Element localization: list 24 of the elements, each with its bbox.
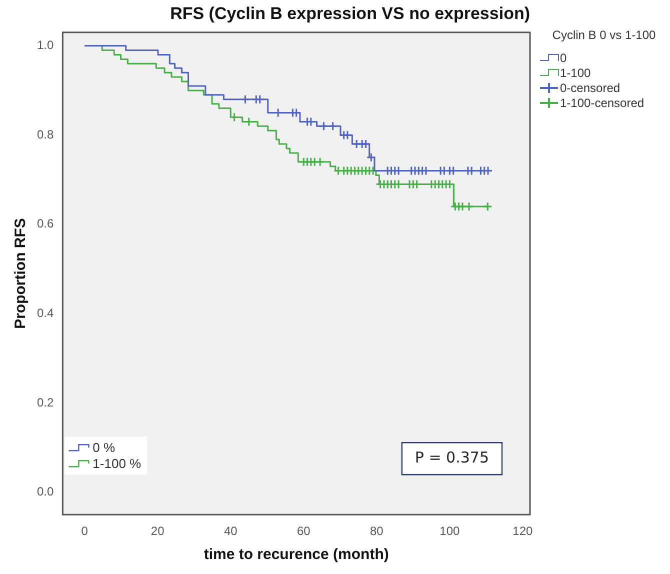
legend-label: 0: [560, 50, 567, 64]
y-tick-label: 0.0: [36, 484, 54, 499]
annotation: 0 %: [92, 440, 116, 456]
y-tick-label: 0.2: [36, 395, 54, 410]
x-tick-label: 40: [224, 524, 238, 538]
y-tick-label: 0.6: [36, 216, 54, 231]
x-tick-label: 60: [296, 524, 311, 538]
annotation: 1-100 %: [92, 456, 142, 472]
annotation: P = 0.375: [414, 448, 489, 466]
x-tick-label: 100: [440, 524, 460, 538]
chart-title: RFS (Cyclin B expression VS no expression): [170, 4, 530, 23]
y-axis-title: Proportion RFS: [12, 218, 30, 329]
x-tick-label: 120: [512, 524, 534, 538]
y-tick-label: 1.0: [36, 38, 54, 52]
x-axis-title: time to recurence (month): [204, 546, 389, 564]
y-tick-label: 0.8: [36, 127, 54, 142]
x-tick-label: 20: [150, 524, 165, 538]
legend-title: Cyclin B 0 vs 1-100: [551, 28, 657, 42]
legend-label: 0-censored: [560, 80, 620, 94]
legend-label: 1-100-censored: [560, 96, 644, 110]
x-tick-label: 80: [370, 524, 384, 538]
x-tick-label: 0: [81, 524, 88, 538]
legend-label: 1-100: [560, 66, 591, 80]
y-tick-label: 0.4: [36, 306, 54, 320]
